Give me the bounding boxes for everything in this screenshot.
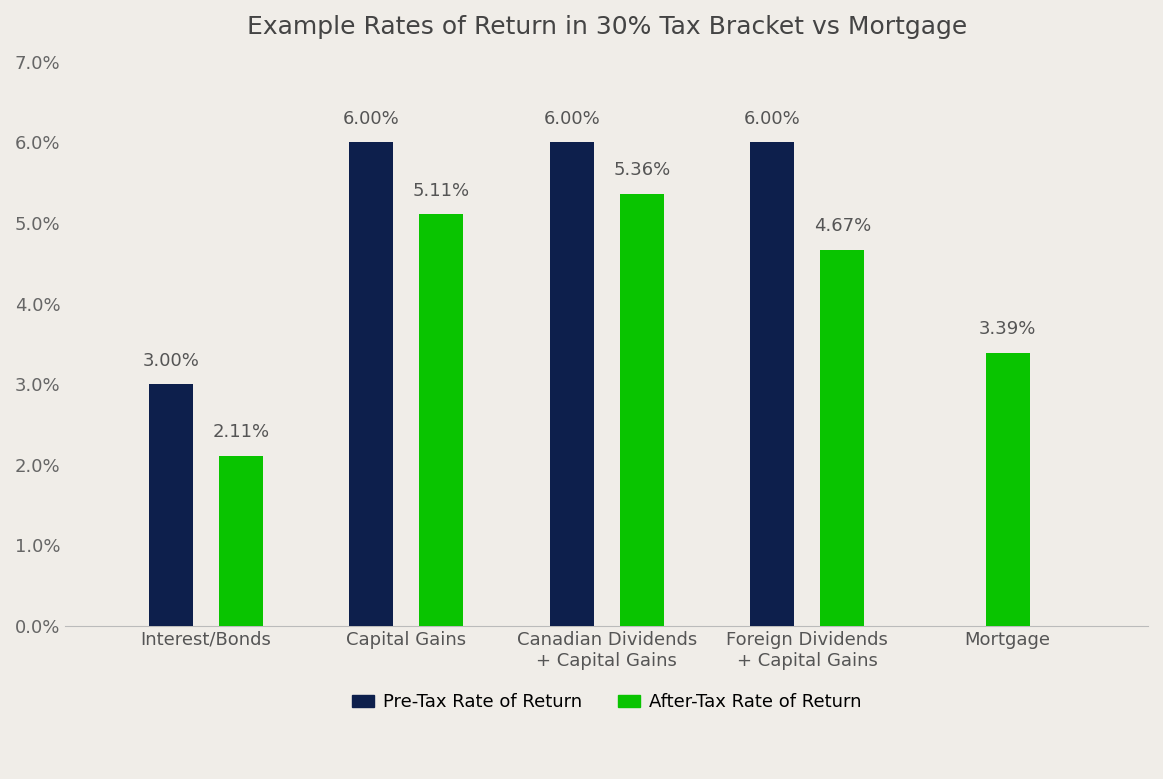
Bar	[420, 214, 463, 626]
Text: 6.00%: 6.00%	[543, 110, 600, 128]
Legend: Pre-Tax Rate of Return, After-Tax Rate of Return: Pre-Tax Rate of Return, After-Tax Rate o…	[345, 686, 869, 719]
Bar	[149, 384, 193, 626]
Text: 2.11%: 2.11%	[213, 424, 270, 442]
Bar	[219, 456, 263, 626]
Bar	[620, 194, 664, 626]
Text: 6.00%: 6.00%	[744, 110, 800, 128]
Text: 3.39%: 3.39%	[979, 320, 1036, 338]
Text: 4.67%: 4.67%	[814, 217, 871, 235]
Text: 5.11%: 5.11%	[413, 182, 470, 199]
Text: 5.36%: 5.36%	[613, 161, 670, 179]
Bar	[985, 353, 1029, 626]
Text: 6.00%: 6.00%	[343, 110, 400, 128]
Title: Example Rates of Return in 30% Tax Bracket vs Mortgage: Example Rates of Return in 30% Tax Brack…	[247, 15, 966, 39]
Bar	[349, 143, 393, 626]
Bar	[820, 249, 864, 626]
Bar	[550, 143, 594, 626]
Text: 3.00%: 3.00%	[142, 352, 199, 370]
Bar	[750, 143, 794, 626]
